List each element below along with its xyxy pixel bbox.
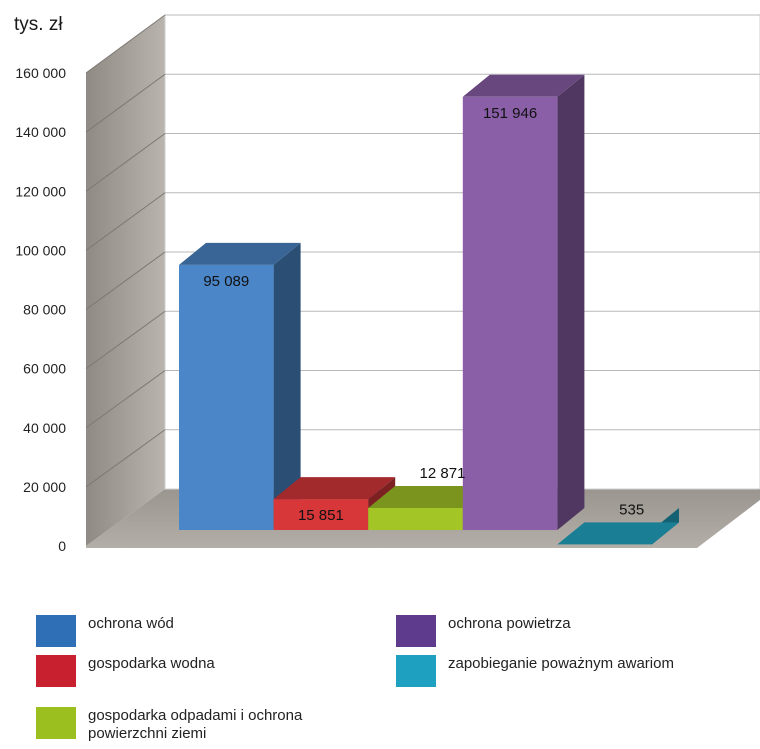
bars: [179, 74, 679, 545]
y-tick-label: 80 000: [23, 302, 66, 318]
bar: [179, 242, 301, 531]
gridline: [85, 370, 166, 429]
y-tick-label: 60 000: [23, 361, 66, 377]
data-labels: 95 089 15 851 12 871 151 946 535: [203, 105, 644, 524]
gridline: [85, 251, 166, 310]
y-axis-unit-label: tys. zł: [14, 14, 63, 35]
bar: [462, 74, 585, 531]
y-tick-label: 100 000: [15, 242, 66, 258]
data-label: 12 871: [420, 465, 466, 482]
gridline: [85, 310, 166, 370]
bar: [368, 485, 490, 530]
gridline: [85, 14, 166, 74]
y-tick-label: 140 000: [15, 124, 66, 140]
y-axis: 0 20 000 40 000 60 000 80 000 100 000 120 000 1…: [15, 65, 66, 554]
data-label: 15 851: [298, 507, 344, 524]
gridline: [85, 73, 166, 133]
y-tick-label: 0: [58, 538, 66, 554]
y-tick-label: 20 000: [23, 479, 66, 495]
data-label: 95 089: [203, 273, 249, 290]
data-label: 535: [619, 501, 644, 518]
y-tick-label: 120 000: [15, 183, 66, 199]
gridline: [85, 192, 166, 251]
y-tick-label: 160 000: [15, 65, 66, 81]
bar: [557, 508, 679, 545]
gridline: [85, 133, 166, 192]
data-label: 151 946: [483, 105, 537, 122]
gridline: [85, 429, 166, 488]
y-tick-label: 40 000: [23, 420, 66, 436]
